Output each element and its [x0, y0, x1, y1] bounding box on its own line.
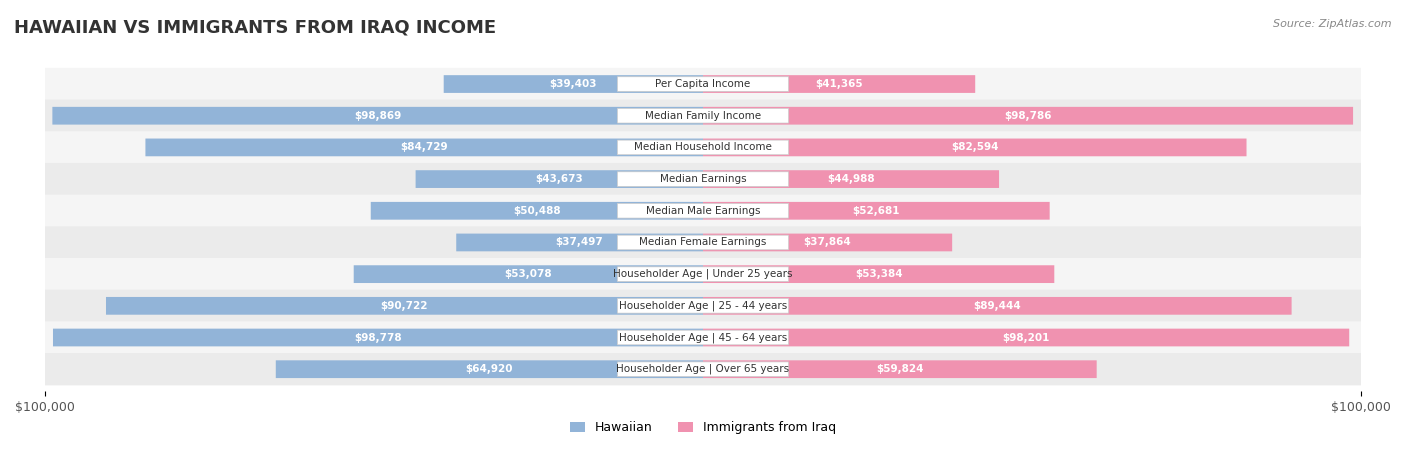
FancyBboxPatch shape — [53, 329, 703, 347]
Text: $43,673: $43,673 — [536, 174, 583, 184]
FancyBboxPatch shape — [617, 298, 789, 313]
Text: $39,403: $39,403 — [550, 79, 598, 89]
Text: Householder Age | Over 65 years: Householder Age | Over 65 years — [616, 364, 790, 375]
Text: Householder Age | Under 25 years: Householder Age | Under 25 years — [613, 269, 793, 279]
FancyBboxPatch shape — [703, 139, 1247, 156]
Text: Median Family Income: Median Family Income — [645, 111, 761, 121]
FancyBboxPatch shape — [45, 68, 1361, 100]
Text: $53,078: $53,078 — [505, 269, 553, 279]
FancyBboxPatch shape — [45, 163, 1361, 195]
Text: Median Female Earnings: Median Female Earnings — [640, 237, 766, 248]
FancyBboxPatch shape — [617, 330, 789, 345]
FancyBboxPatch shape — [45, 258, 1361, 290]
Text: $82,594: $82,594 — [950, 142, 998, 152]
FancyBboxPatch shape — [617, 362, 789, 376]
Text: Per Capita Income: Per Capita Income — [655, 79, 751, 89]
FancyBboxPatch shape — [703, 202, 1050, 219]
Text: $41,365: $41,365 — [815, 79, 863, 89]
FancyBboxPatch shape — [45, 321, 1361, 354]
Text: $52,681: $52,681 — [852, 206, 900, 216]
FancyBboxPatch shape — [617, 267, 789, 282]
FancyBboxPatch shape — [703, 297, 1292, 315]
Text: Source: ZipAtlas.com: Source: ZipAtlas.com — [1274, 19, 1392, 28]
FancyBboxPatch shape — [617, 77, 789, 92]
Text: HAWAIIAN VS IMMIGRANTS FROM IRAQ INCOME: HAWAIIAN VS IMMIGRANTS FROM IRAQ INCOME — [14, 19, 496, 37]
FancyBboxPatch shape — [45, 353, 1361, 385]
FancyBboxPatch shape — [703, 234, 952, 251]
Text: $37,864: $37,864 — [804, 237, 852, 248]
FancyBboxPatch shape — [703, 265, 1054, 283]
FancyBboxPatch shape — [371, 202, 703, 219]
FancyBboxPatch shape — [703, 329, 1350, 347]
FancyBboxPatch shape — [703, 170, 1000, 188]
FancyBboxPatch shape — [276, 361, 703, 378]
FancyBboxPatch shape — [45, 99, 1361, 132]
Text: Householder Age | 25 - 44 years: Householder Age | 25 - 44 years — [619, 301, 787, 311]
Text: $89,444: $89,444 — [973, 301, 1021, 311]
Text: $98,786: $98,786 — [1004, 111, 1052, 121]
Text: $59,824: $59,824 — [876, 364, 924, 374]
Text: $90,722: $90,722 — [381, 301, 429, 311]
FancyBboxPatch shape — [617, 235, 789, 250]
FancyBboxPatch shape — [416, 170, 703, 188]
Text: $44,988: $44,988 — [827, 174, 875, 184]
FancyBboxPatch shape — [45, 131, 1361, 163]
Legend: Hawaiian, Immigrants from Iraq: Hawaiian, Immigrants from Iraq — [565, 417, 841, 439]
FancyBboxPatch shape — [703, 361, 1097, 378]
Text: Median Household Income: Median Household Income — [634, 142, 772, 152]
Text: Householder Age | 45 - 64 years: Householder Age | 45 - 64 years — [619, 332, 787, 343]
FancyBboxPatch shape — [617, 172, 789, 186]
Text: Median Male Earnings: Median Male Earnings — [645, 206, 761, 216]
Text: $53,384: $53,384 — [855, 269, 903, 279]
Text: Median Earnings: Median Earnings — [659, 174, 747, 184]
Text: $64,920: $64,920 — [465, 364, 513, 374]
FancyBboxPatch shape — [105, 297, 703, 315]
FancyBboxPatch shape — [52, 107, 703, 125]
FancyBboxPatch shape — [617, 204, 789, 218]
Text: $98,201: $98,201 — [1002, 333, 1050, 342]
FancyBboxPatch shape — [444, 75, 703, 93]
Text: $50,488: $50,488 — [513, 206, 561, 216]
Text: $37,497: $37,497 — [555, 237, 603, 248]
FancyBboxPatch shape — [703, 75, 976, 93]
FancyBboxPatch shape — [617, 108, 789, 123]
FancyBboxPatch shape — [617, 140, 789, 155]
Text: $84,729: $84,729 — [401, 142, 449, 152]
Text: $98,869: $98,869 — [354, 111, 401, 121]
FancyBboxPatch shape — [703, 107, 1353, 125]
FancyBboxPatch shape — [45, 226, 1361, 259]
FancyBboxPatch shape — [45, 195, 1361, 227]
FancyBboxPatch shape — [456, 234, 703, 251]
FancyBboxPatch shape — [45, 290, 1361, 322]
FancyBboxPatch shape — [145, 139, 703, 156]
FancyBboxPatch shape — [354, 265, 703, 283]
Text: $98,778: $98,778 — [354, 333, 402, 342]
